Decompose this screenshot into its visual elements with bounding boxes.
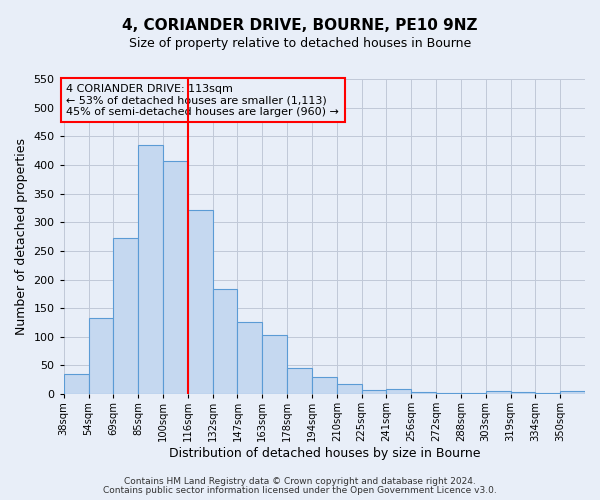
Bar (386, 389, 411, 394)
Y-axis label: Number of detached properties: Number of detached properties (15, 138, 28, 335)
Text: 4, CORIANDER DRIVE, BOURNE, PE10 9NZ: 4, CORIANDER DRIVE, BOURNE, PE10 9NZ (122, 18, 478, 32)
Bar (262, 334, 287, 394)
Bar (89, 318, 113, 394)
Bar (238, 322, 262, 394)
Text: Size of property relative to detached houses in Bourne: Size of property relative to detached ho… (129, 38, 471, 51)
Bar (113, 238, 138, 394)
Text: Contains HM Land Registry data © Crown copyright and database right 2024.: Contains HM Land Registry data © Crown c… (124, 477, 476, 486)
Bar (362, 390, 386, 394)
Bar (436, 393, 461, 394)
Bar (411, 392, 436, 394)
Text: 4 CORIANDER DRIVE: 113sqm
← 53% of detached houses are smaller (1,113)
45% of se: 4 CORIANDER DRIVE: 113sqm ← 53% of detac… (67, 84, 339, 117)
Text: Contains public sector information licensed under the Open Government Licence v3: Contains public sector information licen… (103, 486, 497, 495)
Bar (188, 210, 212, 394)
Bar (535, 393, 560, 394)
Bar (163, 161, 188, 394)
Bar (312, 377, 337, 394)
Bar (138, 145, 163, 394)
Bar (212, 288, 238, 394)
Bar (337, 384, 362, 394)
Bar (287, 368, 312, 394)
Bar (560, 392, 585, 394)
X-axis label: Distribution of detached houses by size in Bourne: Distribution of detached houses by size … (169, 447, 480, 460)
Bar (64, 374, 89, 394)
Bar (511, 392, 535, 394)
Bar (461, 393, 486, 394)
Bar (486, 392, 511, 394)
